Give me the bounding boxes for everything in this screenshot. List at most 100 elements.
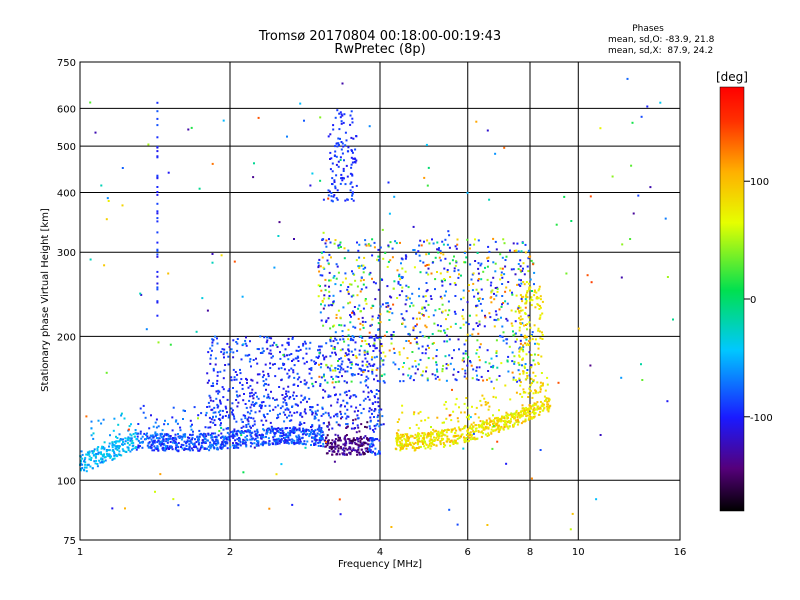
data-point [107, 449, 110, 452]
data-point [494, 429, 497, 432]
data-point [248, 431, 251, 434]
data-point [276, 441, 279, 444]
data-point [424, 352, 427, 355]
data-point [340, 141, 343, 143]
data-point [493, 421, 496, 424]
data-point [502, 302, 505, 304]
x-tick-label: 8 [527, 547, 533, 558]
data-point [537, 405, 540, 408]
data-point [156, 288, 159, 291]
data-point [287, 358, 290, 361]
data-point [342, 443, 345, 446]
data-point [525, 296, 528, 299]
data-point [106, 453, 108, 455]
data-point [154, 432, 157, 435]
data-point [510, 322, 513, 325]
data-point [405, 255, 408, 258]
data-point [341, 176, 344, 179]
data-point [234, 371, 237, 373]
data-point [198, 435, 201, 438]
data-point [362, 451, 364, 454]
data-point [165, 440, 168, 443]
data-point [366, 365, 369, 368]
data-point [376, 367, 379, 370]
data-point [509, 418, 512, 421]
data-point [195, 441, 198, 443]
data-point [396, 433, 399, 436]
data-point [275, 343, 278, 346]
data-point [81, 467, 84, 469]
data-point [521, 270, 524, 272]
data-point [435, 436, 438, 439]
y-tick-label: 100 [57, 476, 76, 487]
data-point [416, 368, 419, 371]
data-point [111, 458, 114, 461]
data-point [525, 409, 528, 411]
data-point [469, 243, 472, 246]
data-point [541, 300, 544, 303]
data-point [392, 303, 395, 306]
data-point [520, 282, 523, 285]
data-point [460, 298, 463, 301]
data-point [477, 424, 480, 426]
data-point [325, 245, 328, 248]
data-point [375, 424, 378, 427]
data-point [516, 338, 518, 341]
data-point [420, 244, 423, 247]
data-point [421, 307, 424, 310]
data-point [141, 435, 144, 438]
data-point [290, 353, 293, 355]
data-point [540, 355, 543, 358]
data-point [494, 262, 497, 265]
data-point [127, 449, 130, 452]
data-point [154, 421, 157, 424]
data-point [409, 377, 412, 380]
data-point [545, 397, 548, 400]
data-point [437, 431, 440, 434]
data-point [173, 442, 176, 445]
data-point [427, 273, 430, 276]
data-point [325, 441, 327, 443]
data-point [611, 175, 614, 178]
data-point [355, 406, 358, 409]
data-point [358, 243, 361, 246]
data-point [459, 326, 462, 329]
data-point [527, 392, 530, 395]
data-point [309, 341, 312, 344]
data-point [537, 289, 540, 292]
data-point [340, 177, 342, 180]
data-point [81, 463, 84, 466]
data-point [334, 442, 337, 445]
data-point [456, 238, 459, 241]
data-point [341, 375, 343, 378]
data-point [210, 436, 213, 439]
data-point [322, 251, 325, 253]
data-point [222, 444, 225, 447]
data-point [361, 364, 364, 367]
data-point [329, 336, 332, 339]
data-point [511, 291, 513, 294]
data-point [331, 177, 334, 180]
data-point [347, 334, 350, 337]
data-point [439, 432, 442, 435]
data-point [155, 418, 158, 421]
data-point [358, 353, 361, 356]
grid-lines [80, 62, 680, 540]
data-point [495, 313, 498, 316]
data-point [464, 372, 467, 375]
data-point [487, 245, 490, 248]
data-point [94, 456, 97, 459]
data-point [204, 440, 207, 443]
data-point [520, 422, 523, 425]
data-point [269, 344, 272, 347]
data-point [234, 432, 237, 435]
data-point [495, 417, 498, 420]
data-point [621, 243, 624, 246]
data-point [139, 407, 142, 410]
data-point [261, 347, 264, 350]
data-point [198, 433, 201, 436]
data-point [451, 441, 454, 444]
data-point [357, 265, 360, 268]
data-point [375, 374, 378, 377]
